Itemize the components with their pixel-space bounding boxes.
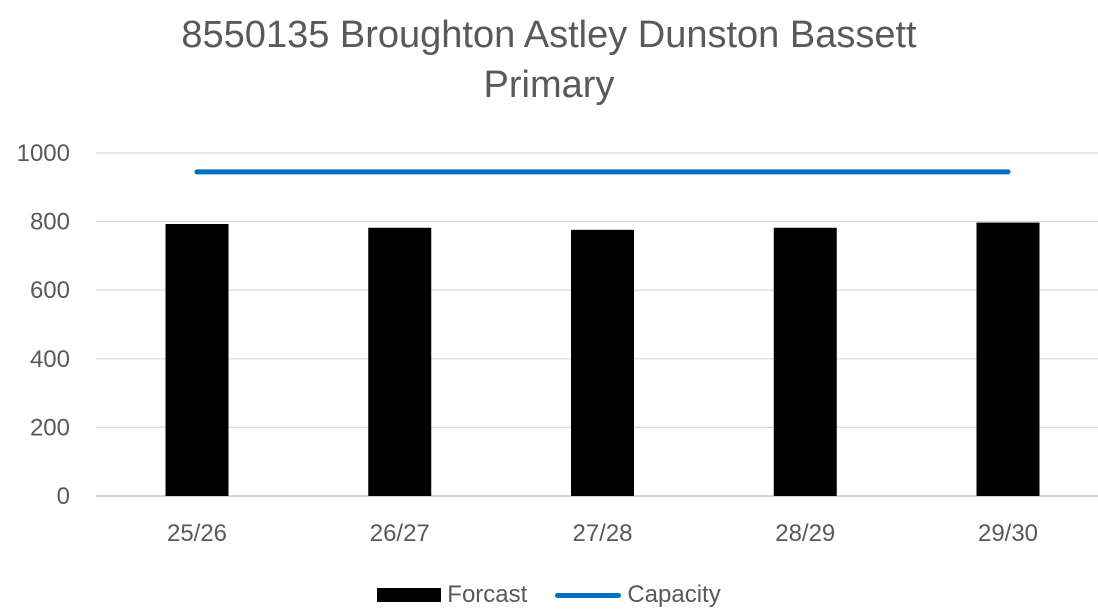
bar-forcast — [571, 229, 634, 496]
bar-forcast — [165, 224, 229, 496]
x-tick-label: 29/30 — [978, 520, 1038, 547]
chart-title-line-1: 8550135 Broughton Astley Dunston Bassett — [181, 14, 917, 56]
bar-forcast — [773, 227, 837, 497]
y-tick-label: 600 — [30, 277, 70, 304]
legend-label-capacity: Capacity — [627, 581, 721, 608]
legend-item-forcast: Forcast — [377, 581, 527, 609]
x-tick-label: 25/26 — [167, 520, 227, 547]
legend-item-capacity: Capacity — [555, 581, 721, 609]
y-tick-label: 200 — [30, 414, 70, 441]
legend-swatch-forcast — [377, 588, 442, 602]
bar-forcast — [368, 227, 432, 497]
legend-label-forcast: Forcast — [447, 581, 528, 608]
x-tick-label: 28/29 — [775, 520, 835, 547]
x-tick-label: 27/28 — [572, 520, 632, 547]
legend-swatch-capacity — [555, 592, 622, 598]
y-tick-label: 1000 — [17, 140, 70, 167]
chart-title: 8550135 Broughton Astley Dunston Bassett… — [0, 10, 1098, 110]
y-tick-label: 0 — [57, 483, 70, 510]
bar-forcast — [976, 222, 1040, 496]
x-tick-label: 26/27 — [370, 520, 430, 547]
y-tick-label: 800 — [30, 209, 70, 236]
y-tick-label: 400 — [30, 346, 70, 373]
chart-legend: Forcast Capacity — [0, 580, 1098, 609]
chart-title-line-2: Primary — [483, 64, 615, 106]
